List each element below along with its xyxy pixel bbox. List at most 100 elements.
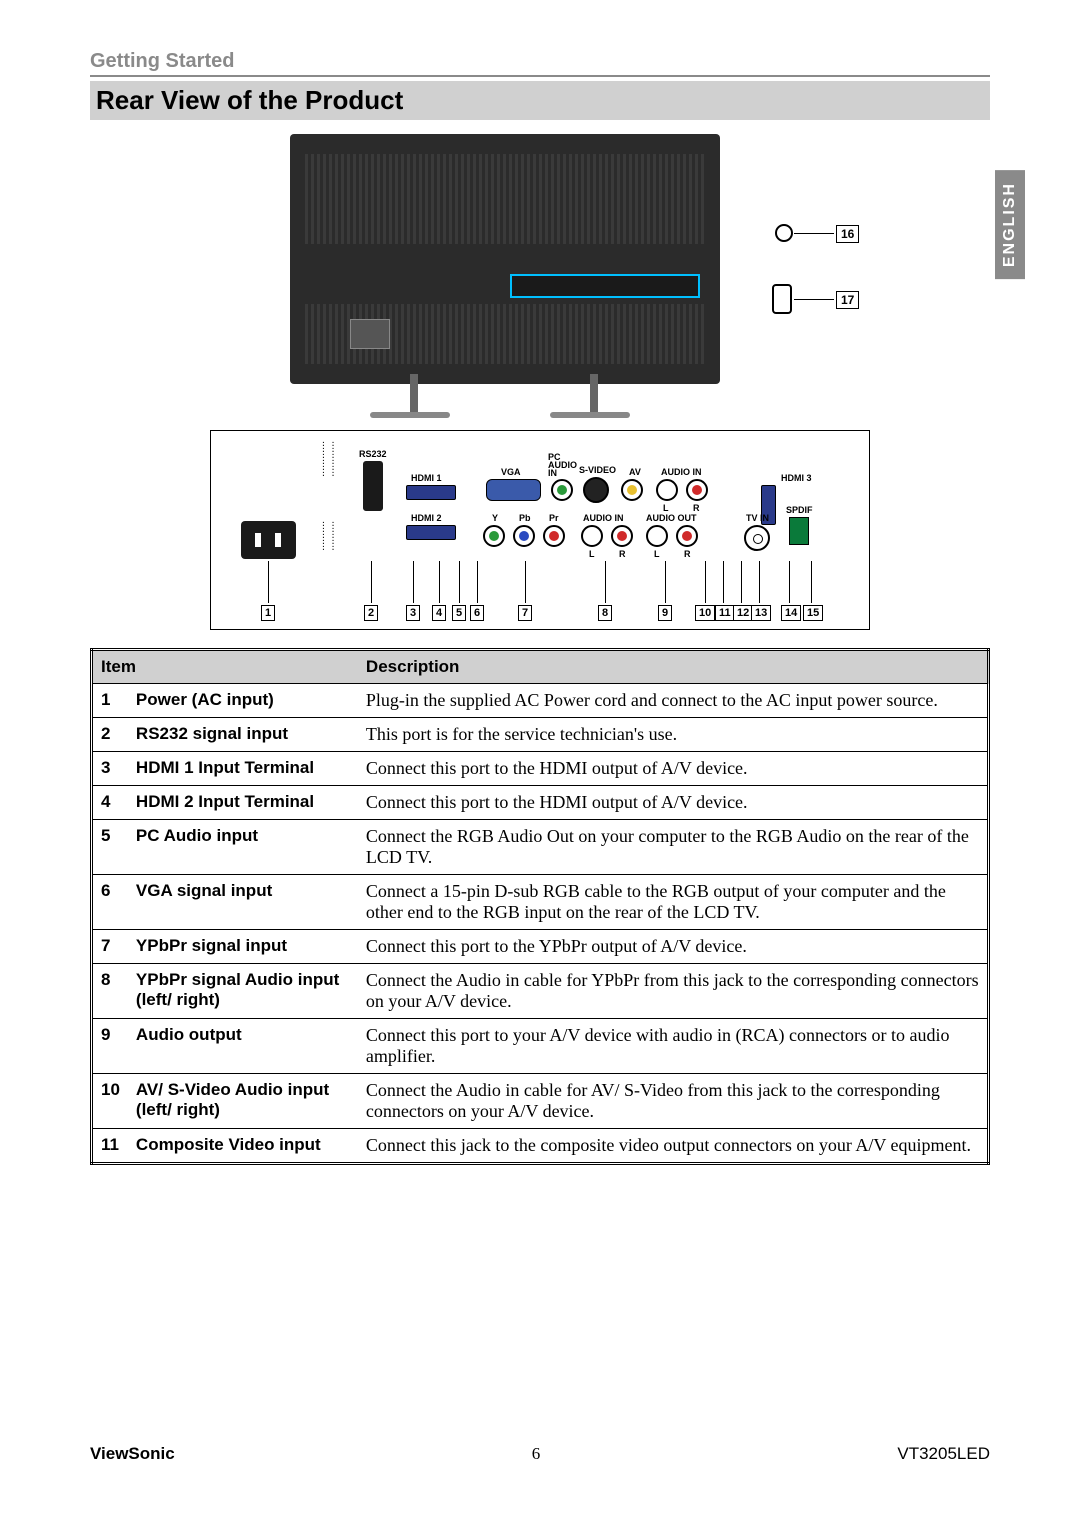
th-desc: Description	[358, 650, 989, 684]
label-y: Y	[492, 513, 498, 523]
row-desc: Connect this jack to the composite video…	[358, 1129, 989, 1164]
row-num: 6	[92, 875, 128, 930]
row-desc: Connect this port to the HDMI output of …	[358, 752, 989, 786]
audio-out-l-icon	[646, 525, 668, 547]
row-item: PC Audio input	[128, 820, 358, 875]
label-spdif: SPDIF	[786, 505, 813, 515]
table-row: 2RS232 signal inputThis port is for the …	[92, 718, 989, 752]
row-num: 10	[92, 1074, 128, 1129]
label-vga: VGA	[501, 467, 521, 477]
callout-line-16	[794, 233, 834, 234]
row-num: 1	[92, 684, 128, 718]
callout-16: 16	[836, 225, 859, 243]
num-5: 5	[452, 605, 466, 621]
lead-14	[789, 561, 790, 603]
row-desc: Connect the Audio in cable for YPbPr fro…	[358, 964, 989, 1019]
table-row: 10AV/ S-Video Audio input (left/ right)C…	[92, 1074, 989, 1129]
row-desc: Connect the Audio in cable for AV/ S-Vid…	[358, 1074, 989, 1129]
table-row: 6VGA signal inputConnect a 15-pin D-sub …	[92, 875, 989, 930]
table-row: 1Power (AC input)Plug-in the supplied AC…	[92, 684, 989, 718]
row-num: 8	[92, 964, 128, 1019]
tv-power-block	[350, 319, 390, 349]
label-audio-out: AUDIO OUT	[646, 513, 697, 523]
label-l-bot2: L	[654, 549, 660, 559]
pr-jack-icon	[543, 525, 565, 547]
row-item: HDMI 2 Input Terminal	[128, 786, 358, 820]
tv-port-panel-highlight	[510, 274, 700, 298]
pc-audio-jack-icon	[551, 479, 573, 501]
y-jack-icon	[483, 525, 505, 547]
svideo-port-icon	[583, 477, 609, 503]
vga-port-icon	[486, 479, 541, 501]
audio-out-r-icon	[676, 525, 698, 547]
num-11: 11	[715, 605, 735, 621]
label-hdmi3: HDMI 3	[781, 473, 812, 483]
num-4: 4	[432, 605, 446, 621]
footer-page: 6	[532, 1444, 541, 1464]
row-num: 7	[92, 930, 128, 964]
row-item: Audio output	[128, 1019, 358, 1074]
label-tvin: TV IN	[746, 513, 769, 523]
page-title: Rear View of the Product	[96, 85, 984, 116]
label-hdmi1: HDMI 1	[411, 473, 442, 483]
pb-jack-icon	[513, 525, 535, 547]
lead-3	[413, 561, 414, 603]
row-num: 2	[92, 718, 128, 752]
row-desc: Connect this port to the YPbPr output of…	[358, 930, 989, 964]
lead-11	[723, 561, 724, 603]
label-av: AV	[629, 467, 641, 477]
num-13: 13	[751, 605, 771, 621]
table-row: 11Composite Video inputConnect this jack…	[92, 1129, 989, 1164]
tv-stand-left	[410, 374, 418, 414]
row-item: YPbPr signal Audio input (left/ right)	[128, 964, 358, 1019]
spdif-port-icon	[789, 517, 809, 545]
audio-in-l-bot-icon	[581, 525, 603, 547]
lead-5	[459, 561, 460, 603]
row-desc: Connect a 15-pin D-sub RGB cable to the …	[358, 875, 989, 930]
row-desc: Connect the RGB Audio Out on your comput…	[358, 820, 989, 875]
num-10: 10	[695, 605, 715, 621]
port-panel-diagram: : :: :: :: :: :: : : :: :: :: :: : RS232…	[210, 430, 870, 630]
lead-8	[605, 561, 606, 603]
num-2: 2	[364, 605, 378, 621]
tv-foot-left	[370, 412, 450, 418]
title-bar: Rear View of the Product	[90, 81, 990, 120]
callout-17: 17	[836, 291, 859, 309]
num-15: 15	[803, 605, 823, 621]
lead-15	[811, 561, 812, 603]
row-num: 4	[92, 786, 128, 820]
vent-dots: : :: :: :: :: :: :	[321, 441, 335, 477]
footer: ViewSonic 6 VT3205LED	[90, 1444, 990, 1464]
tv-grill-top	[305, 154, 705, 244]
lead-12	[741, 561, 742, 603]
row-desc: Connect this port to the HDMI output of …	[358, 786, 989, 820]
lead-10	[705, 561, 706, 603]
label-rs232: RS232	[359, 449, 387, 459]
row-num: 9	[92, 1019, 128, 1074]
label-r-top: R	[693, 503, 700, 513]
label-pb: Pb	[519, 513, 531, 523]
row-item: AV/ S-Video Audio input (left/ right)	[128, 1074, 358, 1129]
label-pr: Pr	[549, 513, 559, 523]
lead-13	[759, 561, 760, 603]
label-audio-in-bot: AUDIO IN	[583, 513, 624, 523]
num-9: 9	[658, 605, 672, 621]
hdmi1-port-icon	[406, 485, 456, 500]
lead-2	[371, 561, 372, 603]
table-row: 5PC Audio inputConnect the RGB Audio Out…	[92, 820, 989, 875]
spec-table: Item Description 1Power (AC input)Plug-i…	[90, 648, 990, 1165]
table-row: 4HDMI 2 Input TerminalConnect this port …	[92, 786, 989, 820]
audio-in-l-top-icon	[656, 479, 678, 501]
footer-model: VT3205LED	[897, 1444, 990, 1464]
row-desc: Connect this port to your A/V device wit…	[358, 1019, 989, 1074]
row-desc: Plug-in the supplied AC Power cord and c…	[358, 684, 989, 718]
row-num: 11	[92, 1129, 128, 1164]
num-1: 1	[261, 605, 275, 621]
footer-brand: ViewSonic	[90, 1444, 175, 1464]
num-3: 3	[406, 605, 420, 621]
row-num: 5	[92, 820, 128, 875]
num-7: 7	[518, 605, 532, 621]
audio-in-r-bot-icon	[611, 525, 633, 547]
row-item: YPbPr signal input	[128, 930, 358, 964]
side-port-16-icon	[775, 224, 793, 242]
